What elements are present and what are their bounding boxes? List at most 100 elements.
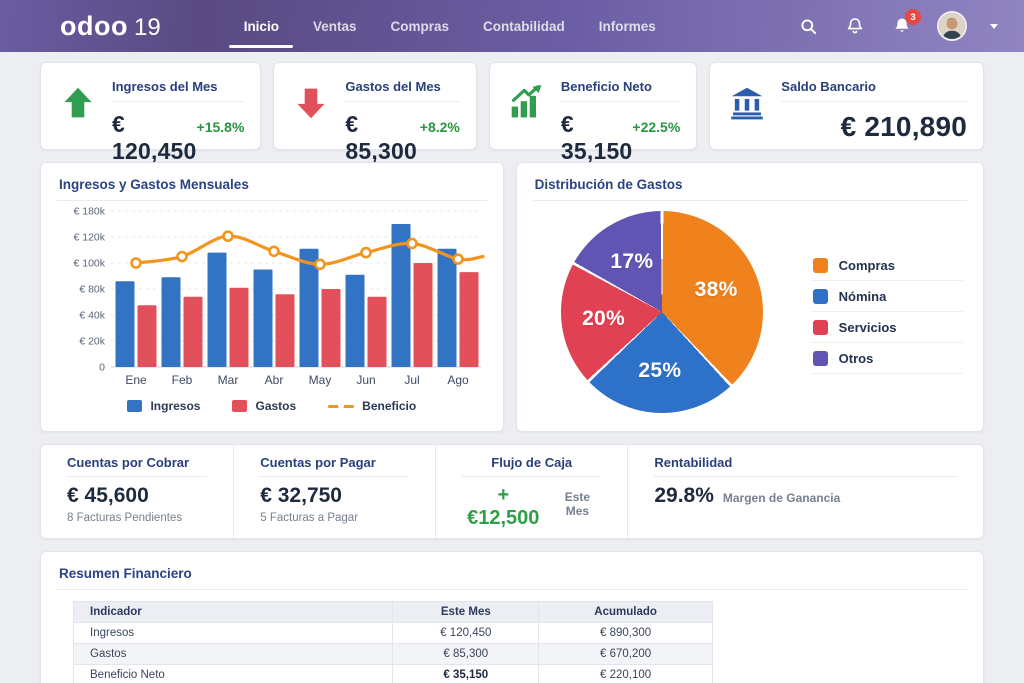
pie-chart-card: Distribución de Gastos 38% 25% 20% 17% Comp… xyxy=(515,162,984,432)
bar-chart-card: Ingresos y Gastos Mensuales 0 € 20k € 40k €… xyxy=(40,162,504,432)
search-button[interactable] xyxy=(796,14,820,38)
compras-swatch xyxy=(812,258,828,273)
pie-chart-legend: Compras Nómina Servicios Otros xyxy=(810,250,963,374)
svg-text:0: 0 xyxy=(99,362,105,374)
kpi-body: Ingresos del Mes € 120,450 +15.8% xyxy=(112,75,245,165)
beneficio-point xyxy=(406,237,418,250)
table-cell: € 120,450 xyxy=(392,622,540,644)
alerts-button[interactable]: 3 xyxy=(890,9,921,38)
stat-value: 29.8% xyxy=(654,484,714,507)
summary-table-card: Resumen Financiero Indicador Este Mes Acum… xyxy=(40,551,984,683)
kpi-card-saldo[interactable]: Saldo Bancario € 210,890 xyxy=(709,62,984,150)
svg-text:€ 40k: € 40k xyxy=(79,310,105,322)
kpi-label: Ingresos del Mes xyxy=(112,75,245,102)
kpi-card-ingresos[interactable]: Ingresos del Mes € 120,450 +15.8% xyxy=(40,62,262,164)
stat-value: € 45,600 xyxy=(67,484,149,507)
svg-text:€ 180k: € 180k xyxy=(73,206,105,218)
dashboard-content: Ingresos del Mes € 120,450 +15.8% Gastos… xyxy=(0,52,1024,683)
svg-text:Jun: Jun xyxy=(356,373,375,387)
pie-legend-label: Servicios xyxy=(838,320,897,335)
beneficio-point xyxy=(222,230,234,242)
stat-sub: 8 Facturas Pendientes xyxy=(67,512,183,524)
svg-text:€ 20k: € 20k xyxy=(79,336,105,348)
column-header[interactable]: Indicador xyxy=(72,601,394,623)
kpi-delta: +22.5% xyxy=(632,119,681,135)
table-row[interactable]: Beneficio Neto € 35,150 € 220,100 xyxy=(72,664,713,683)
svg-text:Mar: Mar xyxy=(218,373,239,387)
column-header[interactable]: Acumulado xyxy=(538,601,713,623)
chevron-down-icon[interactable] xyxy=(990,23,998,29)
kpi-card-gastos[interactable]: Gastos del Mes € 85,300 +8.2% xyxy=(273,62,477,164)
pie-legend-label: Compras xyxy=(838,258,896,273)
pie-legend-item-otros[interactable]: Otros xyxy=(810,343,963,374)
ingresos-bar xyxy=(345,274,365,367)
stat-label: Rentabilidad xyxy=(654,455,957,477)
kpi-label: Beneficio Neto xyxy=(560,75,681,102)
beneficio-point xyxy=(452,253,464,265)
bar-chart-title: Ingresos y Gastos Mensuales xyxy=(57,175,487,201)
stat-flujo-de-caja[interactable]: Flujo de Caja + €12,500 Este Mes xyxy=(435,445,627,538)
odoo-logo[interactable]: odoo 19 xyxy=(60,11,161,42)
stat-rentabilidad[interactable]: Rentabilidad 29.8% Margen de Ganancia xyxy=(627,445,983,538)
kpi-body: Gastos del Mes € 85,300 +8.2% xyxy=(345,75,460,165)
table-row[interactable]: Gastos € 85,300 € 670,200 xyxy=(72,643,713,665)
nav-item-contabilidad[interactable]: Contabilidad xyxy=(483,18,565,34)
pie-legend-label: Otros xyxy=(838,351,874,366)
bar-line-chart[interactable]: 0 € 20k € 40k € 80k € 100k € 120k € 180k Ene Feb… xyxy=(57,201,487,393)
pie-slice-label: 17% xyxy=(610,249,654,273)
table-cell: € 220,100 xyxy=(538,664,713,683)
bar-chart-legend: Ingresos Gastos Beneficio xyxy=(57,399,487,413)
nav-item-informes[interactable]: Informes xyxy=(598,18,656,34)
pie-legend-item-servicios[interactable]: Servicios xyxy=(810,312,963,343)
kpi-card-beneficio[interactable]: Beneficio Neto € 35,150 +22.5% xyxy=(488,62,698,164)
nav-item-inicio[interactable]: Inicio xyxy=(227,0,296,52)
pie-legend-item-nómina[interactable]: Nómina xyxy=(810,281,963,312)
ingresos-bar xyxy=(299,248,319,367)
ingresos-bar xyxy=(207,252,227,367)
trend-chart-icon xyxy=(506,82,548,124)
kpi-value: € 85,300 xyxy=(345,111,417,164)
nav-item-ventas[interactable]: Ventas xyxy=(312,18,357,34)
nav-item-compras[interactable]: Compras xyxy=(390,18,449,34)
kpi-delta: +15.8% xyxy=(196,119,245,135)
legend-label: Ingresos xyxy=(150,399,201,413)
bell-solid-icon xyxy=(895,18,909,32)
column-header[interactable]: Este Mes xyxy=(392,601,540,623)
logo-version: 19 xyxy=(133,13,161,41)
pie-slice-label: 20% xyxy=(582,307,626,331)
stat-sub: Margen de Ganancia xyxy=(722,491,841,505)
table-row[interactable]: Ingresos € 120,450 € 890,300 xyxy=(72,622,713,644)
stat-label: Cuentas por Pagar xyxy=(260,455,410,477)
gastos-bar xyxy=(459,272,479,367)
pie-chart[interactable]: 38% 25% 20% 17% xyxy=(560,211,763,413)
beneficio-point xyxy=(130,257,142,269)
beneficio-point xyxy=(314,258,326,271)
arrow-up-icon xyxy=(57,82,99,124)
gastos-bar xyxy=(183,296,203,367)
table-cell: Gastos xyxy=(72,643,394,665)
bank-icon xyxy=(726,82,768,124)
svg-text:Jul: Jul xyxy=(404,373,419,387)
stat-cuentas-por-cobrar[interactable]: Cuentas por Cobrar € 45,600 8 Facturas P… xyxy=(41,445,233,538)
table-cell: € 85,300 xyxy=(392,643,540,665)
beneficio-point xyxy=(176,250,188,263)
stat-cuentas-por-pagar[interactable]: Cuentas por Pagar € 32,750 5 Facturas a … xyxy=(233,445,435,538)
stat-sub: Este Mes xyxy=(564,490,591,518)
arrow-down-icon xyxy=(290,82,332,124)
pie-chart-area: 38% 25% 20% 17% Compras Nómina Servicios Otros xyxy=(533,201,967,413)
otros-swatch xyxy=(812,351,828,366)
pie-legend-item-compras[interactable]: Compras xyxy=(810,250,963,281)
pie-legend-label: Nómina xyxy=(838,289,887,304)
legend-label: Beneficio xyxy=(362,399,417,413)
stat-label: Flujo de Caja xyxy=(462,455,602,477)
avatar[interactable] xyxy=(937,11,967,41)
ingresos-bar xyxy=(253,269,273,367)
notification-badge: 3 xyxy=(905,9,921,25)
notifications-button[interactable] xyxy=(843,14,867,38)
user-photo xyxy=(939,13,965,39)
navbar-actions: 3 xyxy=(796,9,998,41)
stat-label: Cuentas por Cobrar xyxy=(67,455,208,477)
stat-sub: 5 Facturas a Pagar xyxy=(260,512,359,524)
ingresos-bar xyxy=(391,224,411,367)
